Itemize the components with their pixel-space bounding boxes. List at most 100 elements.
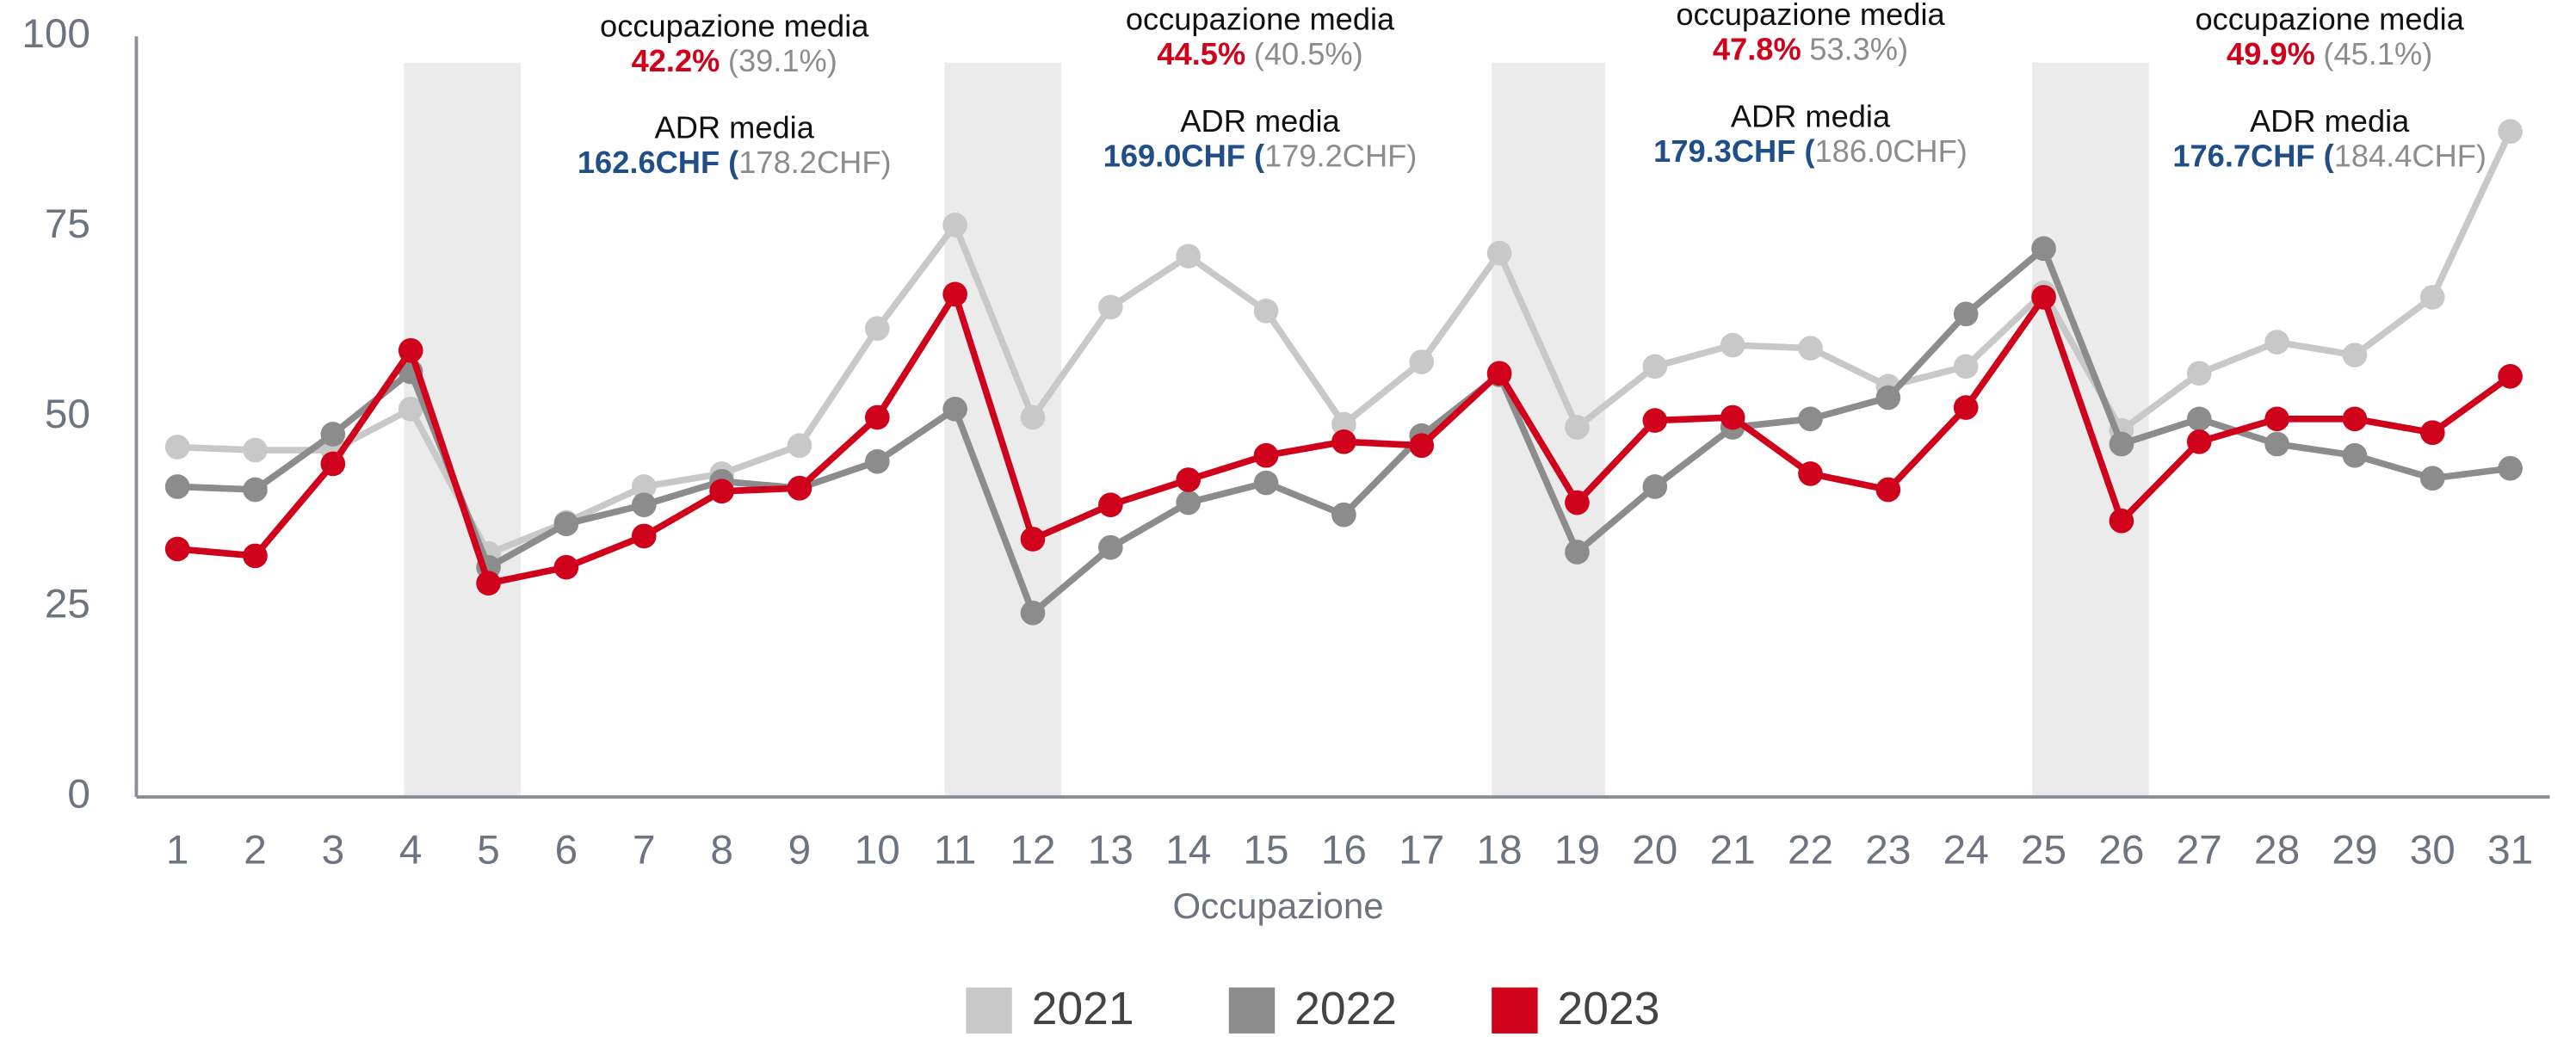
annotation-title: occupazione media <box>1676 0 1945 32</box>
annotation-occupancy: 47.8% 53.3%) <box>1713 31 1908 66</box>
annotation-adr-title: ADR media <box>1180 103 1340 139</box>
x-tick-label: 13 <box>1088 828 1134 873</box>
legend-label: 2021 <box>1032 984 1134 1034</box>
data-point <box>1020 404 1046 430</box>
x-axis-label: Occupazione <box>1173 886 1384 926</box>
x-tick-label: 3 <box>322 828 345 873</box>
legend-swatch <box>1228 987 1276 1034</box>
annotation-adr-title: ADR media <box>1731 98 1891 133</box>
data-point <box>1642 474 1668 499</box>
x-tick-label: 10 <box>855 828 900 873</box>
annotation-occupancy: 42.2% (39.1%) <box>632 42 837 77</box>
x-tick-label: 30 <box>2410 828 2456 873</box>
annotation-title: occupazione media <box>1126 2 1395 37</box>
x-tick-label: 9 <box>788 828 812 873</box>
data-point <box>243 477 268 503</box>
x-tick-label: 15 <box>1244 828 1289 873</box>
x-tick-label: 29 <box>2332 828 2377 873</box>
data-point <box>1176 490 1202 515</box>
data-point <box>1176 244 1202 269</box>
x-tick-label: 6 <box>555 828 578 873</box>
data-point <box>398 337 423 363</box>
data-point <box>1953 354 1979 380</box>
y-tick-label: 75 <box>45 201 90 247</box>
x-tick-label: 25 <box>2021 828 2066 873</box>
x-tick-label: 4 <box>399 828 423 873</box>
x-tick-label: 11 <box>934 828 977 873</box>
y-tick-label: 0 <box>67 772 90 818</box>
data-point <box>1798 336 1823 361</box>
y-tick-label: 50 <box>45 392 90 437</box>
data-point <box>2264 330 2289 355</box>
data-point <box>942 397 967 422</box>
data-point <box>2186 429 2212 454</box>
x-tick-label: 21 <box>1710 828 1756 873</box>
data-point <box>2264 431 2289 457</box>
x-tick-label: 28 <box>2254 828 2300 873</box>
data-point <box>2342 442 2368 468</box>
annotation-adr: 179.3CHF (186.0CHF) <box>1653 133 1968 168</box>
data-point <box>243 543 268 569</box>
data-point <box>2419 285 2445 310</box>
data-point <box>2498 119 2523 145</box>
data-point <box>1720 332 1745 358</box>
occupancy-prior: (39.1%) <box>728 42 837 77</box>
data-point <box>1098 294 1123 320</box>
data-point <box>1409 433 1435 459</box>
data-point <box>1565 490 1590 515</box>
y-tick-label: 100 <box>22 11 90 57</box>
x-tick-label: 12 <box>1010 828 1055 873</box>
occupancy-value: 49.9% <box>2227 36 2315 71</box>
data-point <box>2031 236 2056 262</box>
adr-value: 162.6CHF ( <box>578 145 739 180</box>
adr-prior: 186.0CHF) <box>1815 133 1968 168</box>
annotation-adr: 162.6CHF (178.2CHF) <box>578 145 892 180</box>
annotation-title: occupazione media <box>2196 2 2465 37</box>
data-point <box>1253 470 1279 496</box>
x-tick-label: 22 <box>1788 828 1833 873</box>
annotation-adr-title: ADR media <box>2250 103 2410 139</box>
data-point <box>2419 466 2445 491</box>
data-point <box>2342 406 2368 432</box>
data-point <box>942 213 967 238</box>
data-point <box>2109 431 2134 457</box>
legend-label: 2022 <box>1294 984 1397 1034</box>
data-point <box>2186 361 2212 386</box>
data-point <box>2498 455 2523 481</box>
data-point <box>631 492 657 517</box>
x-tick-label: 16 <box>1321 828 1367 873</box>
data-point <box>864 448 890 474</box>
data-point <box>2419 420 2445 446</box>
data-point <box>2264 406 2289 432</box>
data-point <box>942 281 967 307</box>
data-point <box>553 511 579 537</box>
x-tick-label: 5 <box>477 828 500 873</box>
adr-prior: 179.2CHF) <box>1264 138 1417 173</box>
data-point <box>1565 540 1590 565</box>
annotation-adr: 169.0CHF (179.2CHF) <box>1103 138 1418 173</box>
x-tick-label: 18 <box>1477 828 1523 873</box>
adr-value: 169.0CHF ( <box>1103 138 1265 173</box>
x-tick-label: 1 <box>166 828 189 873</box>
x-tick-label: 17 <box>1399 828 1444 873</box>
x-tick-label: 31 <box>2487 828 2533 873</box>
adr-prior: 178.2CHF) <box>738 145 891 180</box>
series-line <box>177 130 2514 558</box>
data-point <box>1953 395 1979 420</box>
data-point <box>1176 467 1202 492</box>
annotation-adr-title: ADR media <box>655 110 815 145</box>
data-point <box>2186 406 2212 432</box>
data-point <box>787 433 812 459</box>
x-tick-label: 8 <box>710 828 733 873</box>
data-point <box>1098 492 1123 517</box>
data-point <box>1253 442 1279 468</box>
x-tick-label: 7 <box>633 828 656 873</box>
data-point <box>1098 534 1123 560</box>
data-point <box>320 422 346 447</box>
data-point <box>164 536 190 562</box>
data-point <box>553 554 579 580</box>
data-point <box>1642 408 1668 433</box>
data-point <box>1253 298 1279 324</box>
x-tick-label: 26 <box>2098 828 2144 873</box>
